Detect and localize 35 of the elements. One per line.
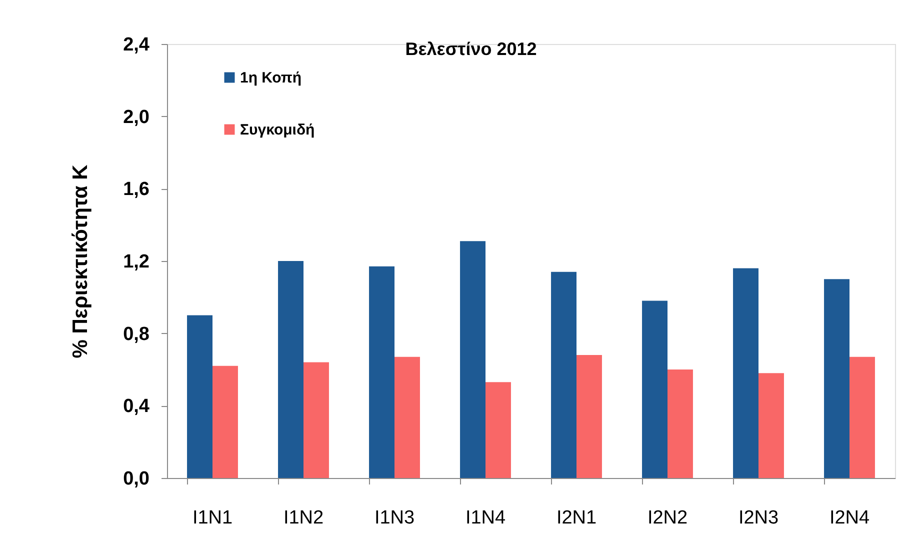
bar — [758, 373, 784, 478]
x-tick-label: I2N3 — [738, 508, 779, 528]
chart-title: Βελεστίνο 2012 — [405, 39, 537, 59]
bar — [576, 355, 602, 478]
bar — [824, 279, 850, 478]
bar — [369, 266, 394, 478]
bar — [460, 241, 486, 478]
bar — [187, 315, 212, 478]
y-tick-label: 0,4 — [123, 396, 150, 418]
bar — [551, 272, 576, 478]
bar — [394, 356, 420, 478]
y-tick-label: 2,0 — [123, 106, 150, 128]
x-tick-label: I1N1 — [192, 508, 233, 528]
x-tick-label: I2N2 — [647, 508, 688, 528]
bar — [486, 382, 511, 478]
bar — [850, 356, 875, 478]
legend-label: 1η Κοπή — [240, 70, 302, 86]
y-tick-label: 0,0 — [123, 468, 150, 490]
x-tick-label: I1N2 — [283, 508, 324, 528]
y-tick-label: 1,6 — [123, 179, 150, 200]
bar — [278, 261, 304, 478]
x-tick-label: I2N1 — [556, 508, 597, 528]
x-tick-label: I2N4 — [829, 508, 870, 528]
y-tick-label: 1,2 — [123, 252, 150, 272]
legend-label: Συγκομιδή — [240, 122, 315, 138]
y-tick-label: 0,8 — [123, 324, 150, 345]
x-tick-label: I1N3 — [374, 508, 415, 528]
bar — [642, 300, 668, 478]
bar — [304, 362, 329, 478]
bar — [668, 370, 693, 478]
y-axis-title: % Περιεκτικότητα K — [69, 164, 92, 358]
x-tick-label: I1N4 — [465, 508, 506, 528]
bar — [212, 366, 238, 478]
y-tick-label: 2,4 — [123, 34, 150, 56]
bar — [733, 268, 758, 478]
